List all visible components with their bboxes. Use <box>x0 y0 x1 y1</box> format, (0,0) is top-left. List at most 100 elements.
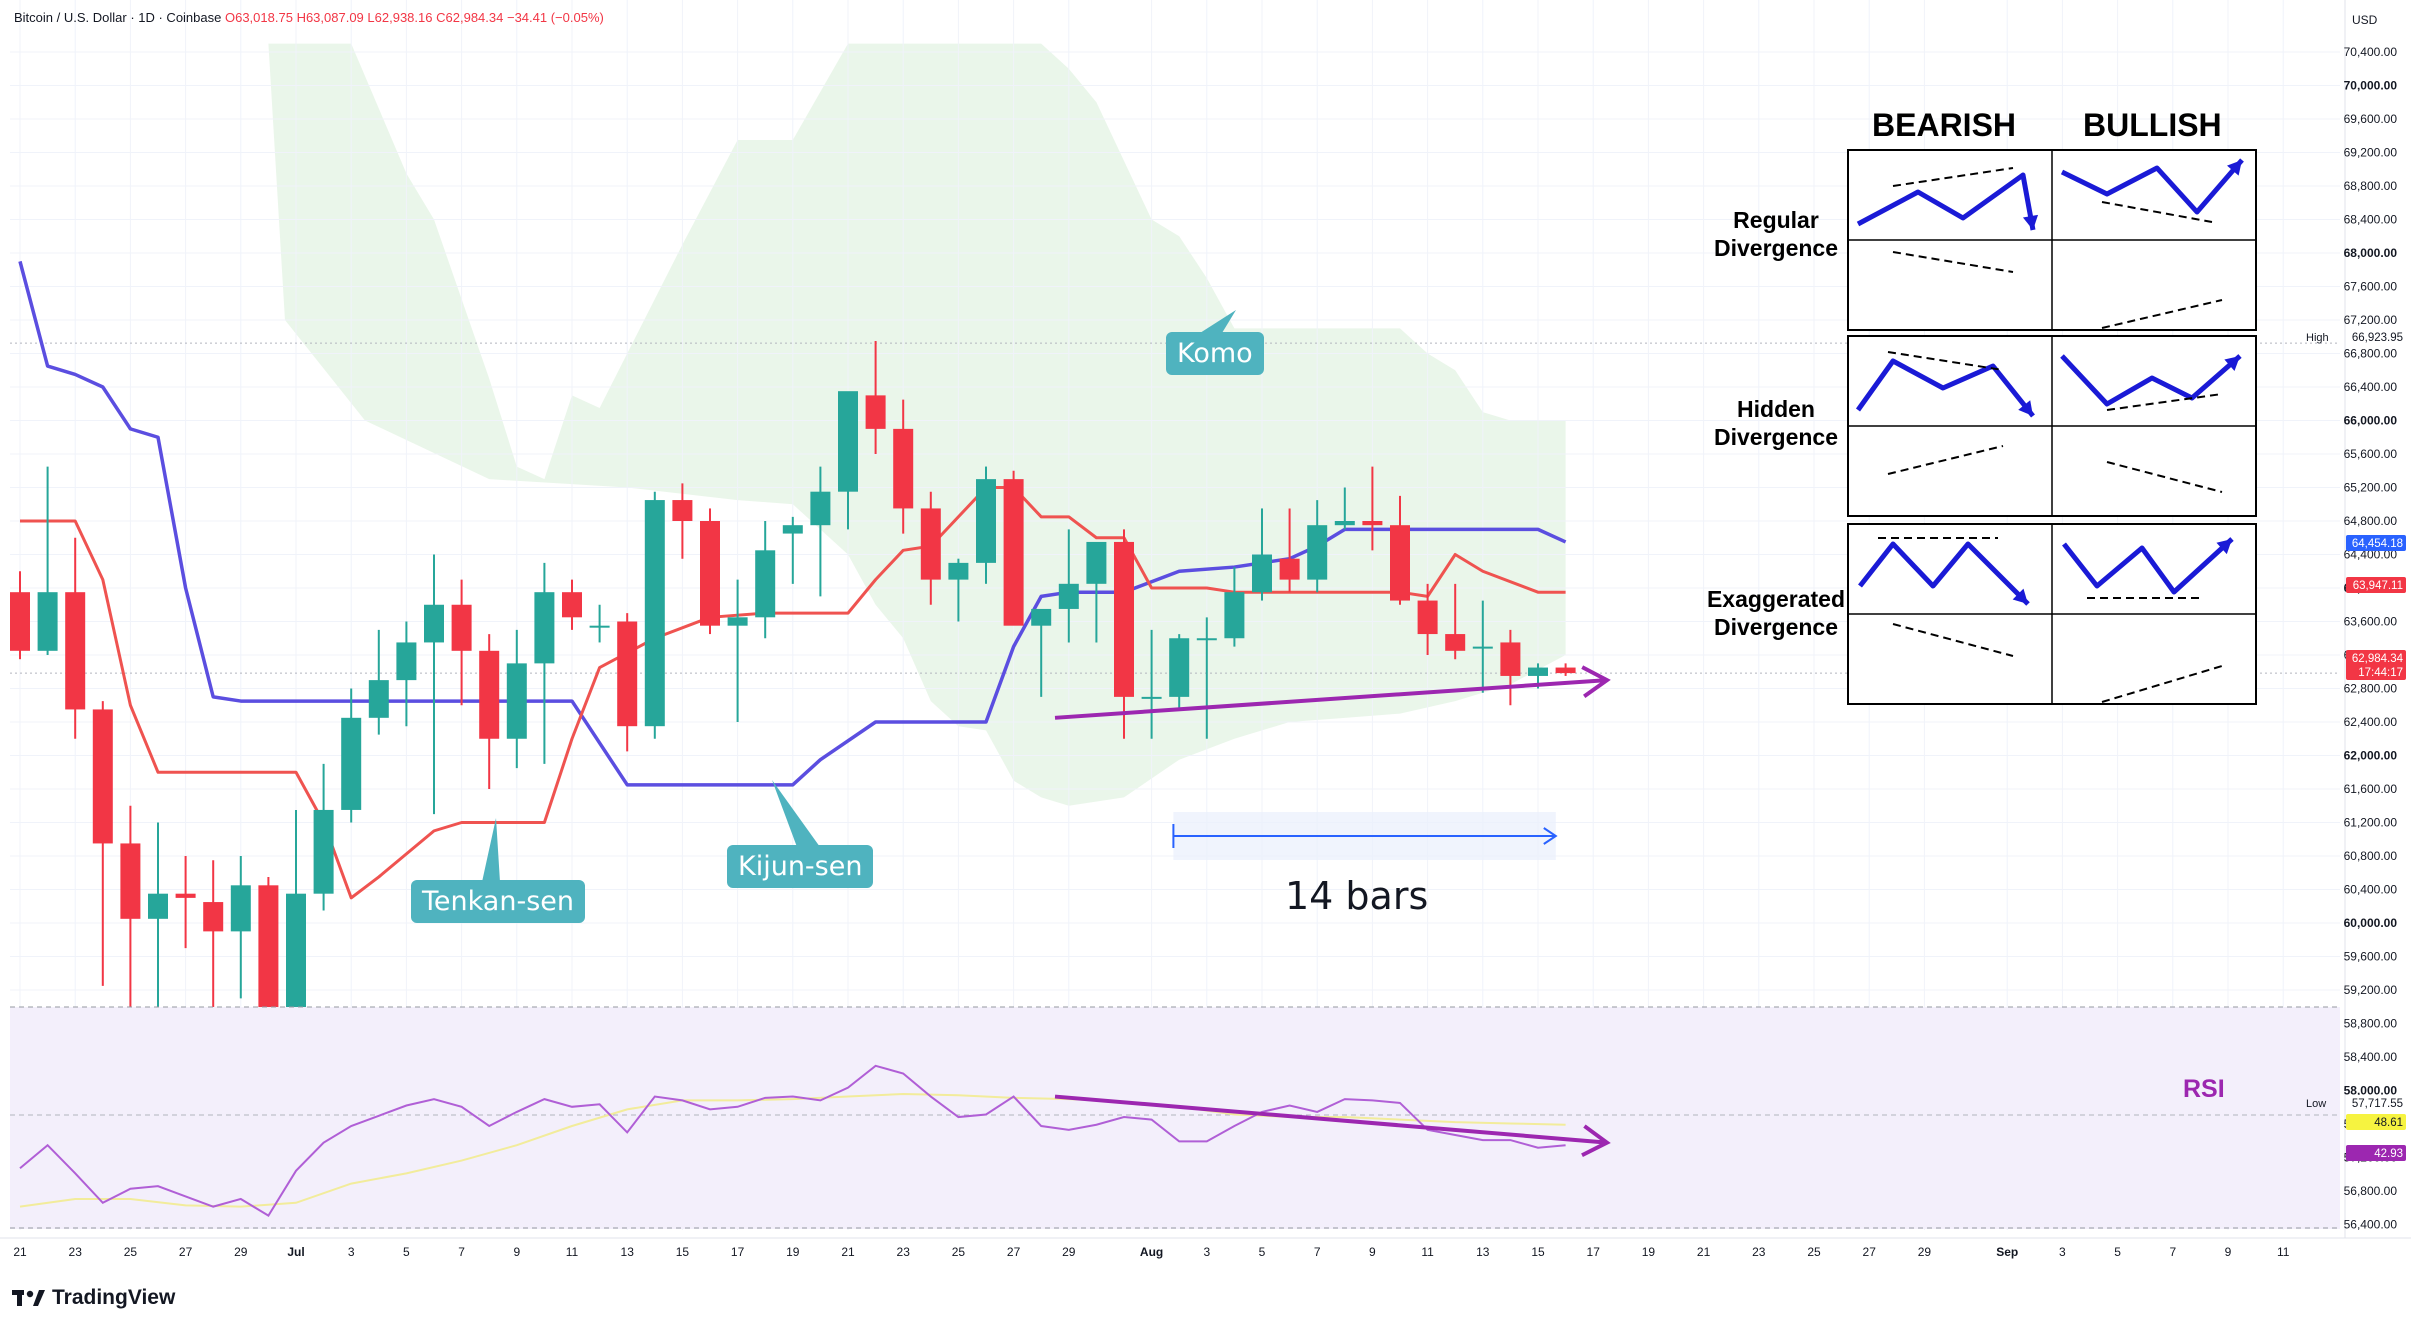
exaggerated-divergence-label: Exaggerated Divergence <box>1706 586 1846 640</box>
candle-body <box>1114 541 1134 697</box>
exaggerated-bullish-osc-trend <box>2101 665 2223 703</box>
tenkan-label: Tenkan-sen <box>422 886 574 917</box>
price-tick-label: 67,200.00 <box>2344 313 2398 327</box>
candle-body <box>1252 554 1272 593</box>
candle-body <box>92 709 113 844</box>
candle-body <box>865 395 886 429</box>
price-tick-label: 59,200.00 <box>2344 983 2398 997</box>
bearish-header: BEARISH <box>1872 107 2017 143</box>
kijun-callout: Kijun-sen <box>727 845 874 888</box>
candle-body <box>1362 521 1383 526</box>
tenkan-pointer <box>482 818 500 882</box>
regular-bearish-price-trend <box>1892 167 2014 187</box>
price-tick-label: 69,200.00 <box>2344 146 2398 160</box>
price-tick-label: 62,000.00 <box>2344 749 2398 763</box>
time-tick-label: 7 <box>458 1245 465 1259</box>
time-tick-label: 27 <box>179 1245 193 1259</box>
measure-arrowhead <box>1543 827 1558 845</box>
time-tick-label: 27 <box>1007 1245 1021 1259</box>
price-label-value: 57,717.55 <box>2352 1098 2403 1110</box>
price-tick-label: 67,600.00 <box>2344 280 2398 294</box>
candle-body <box>230 885 251 932</box>
hidden-bullish-price <box>2060 354 2242 407</box>
time-tick-label: 11 <box>1421 1245 1434 1259</box>
rsi-trendline-arrowhead <box>1581 1124 1611 1158</box>
time-tick-label: 21 <box>13 1245 27 1259</box>
candle-body <box>1196 638 1217 641</box>
time-tick-label: 25 <box>952 1245 966 1259</box>
tradingview-logo-text: TradingView <box>52 1286 176 1309</box>
candle-body <box>148 893 168 919</box>
candle-body <box>810 491 831 526</box>
candle-body <box>948 562 969 580</box>
regular-bearish-price <box>1856 172 2036 231</box>
price-tick-label: 56,800.00 <box>2344 1184 2398 1198</box>
candle-body <box>644 500 665 727</box>
time-tick-label: 25 <box>1807 1245 1821 1259</box>
price-label-value: 66,923.95 <box>2352 332 2403 344</box>
price-label-value: 63,947.11 <box>2353 580 2403 592</box>
candle-body <box>589 625 610 628</box>
candle-body <box>1224 592 1245 639</box>
ohlc-change: −34.41 (−0.05%) <box>506 10 604 25</box>
tradingview-logo[interactable]: TradingView <box>12 1286 175 1310</box>
time-tick-label: 15 <box>676 1245 690 1259</box>
time-tick-label: 9 <box>2225 1245 2232 1259</box>
ohlc-open: O63,018.75 <box>224 10 293 25</box>
candle-body <box>1334 521 1355 526</box>
rsi-pane <box>10 1006 2340 1229</box>
candle-body <box>396 642 417 681</box>
candle-body <box>1445 634 1466 651</box>
price-tick-label: 69,600.00 <box>2344 112 2398 126</box>
time-tick-label: 7 <box>1314 1245 1321 1259</box>
candle-body <box>1417 600 1438 635</box>
time-tick-label: 23 <box>69 1245 83 1259</box>
price-label-tag: Low <box>2306 1098 2326 1110</box>
candle-body <box>1141 696 1162 699</box>
price-tick-label: 66,800.00 <box>2344 347 2398 361</box>
candle-body <box>893 428 914 509</box>
time-tick-label: 29 <box>1062 1245 1076 1259</box>
time-tick-label: 29 <box>1918 1245 1932 1259</box>
price-tick-label: 68,000.00 <box>2344 246 2398 260</box>
candle-body <box>976 479 996 563</box>
price-label-box <box>2346 1145 2406 1161</box>
kijun-pointer <box>772 780 820 847</box>
time-tick-label: 9 <box>1369 1245 1376 1259</box>
candle-body <box>37 592 58 651</box>
price-label-box <box>2346 577 2406 593</box>
komo-pointer <box>1200 310 1236 333</box>
price-tick-label: 60,400.00 <box>2344 883 2398 897</box>
candle-body <box>562 592 582 618</box>
candle-body <box>368 680 389 718</box>
candle-body <box>203 902 224 932</box>
rsi-background <box>10 1007 2340 1229</box>
time-tick-label: 13 <box>1476 1245 1490 1259</box>
price-tick-label: 61,600.00 <box>2344 782 2398 796</box>
komo-callout: Komo <box>1166 332 1264 375</box>
candle-body <box>1169 638 1190 697</box>
candle-body <box>1500 642 1521 676</box>
bars-count-label: 14 bars <box>1285 874 1429 918</box>
price-label: 66,923.95 High <box>2306 329 2406 345</box>
candle-body <box>1031 608 1052 626</box>
exaggerated-bearish-price <box>1858 541 2030 606</box>
time-tick-label: 19 <box>786 1245 800 1259</box>
candle-body <box>727 617 748 626</box>
time-tick-label: 13 <box>621 1245 635 1259</box>
time-tick-label: Sep <box>1996 1245 2018 1259</box>
time-tick-label: 29 <box>234 1245 248 1259</box>
hidden-bearish-price <box>1855 358 2035 418</box>
regular-bullish-price <box>2060 158 2244 215</box>
currency-label: USD <box>2352 13 2378 27</box>
candle-body <box>1058 583 1079 609</box>
kijun-label: Kijun-sen <box>738 851 863 882</box>
time-tick-label: 23 <box>897 1245 911 1259</box>
price-trendline-arrowhead <box>1581 665 1611 698</box>
price-tick-label: 66,400.00 <box>2344 380 2398 394</box>
bullish-header: BULLISH <box>2083 107 2222 143</box>
price-tick-label: 62,400.00 <box>2344 715 2398 729</box>
price-label-value: 64,454.18 <box>2352 538 2403 550</box>
exaggerated-bearish-osc-trend <box>1892 623 2014 657</box>
